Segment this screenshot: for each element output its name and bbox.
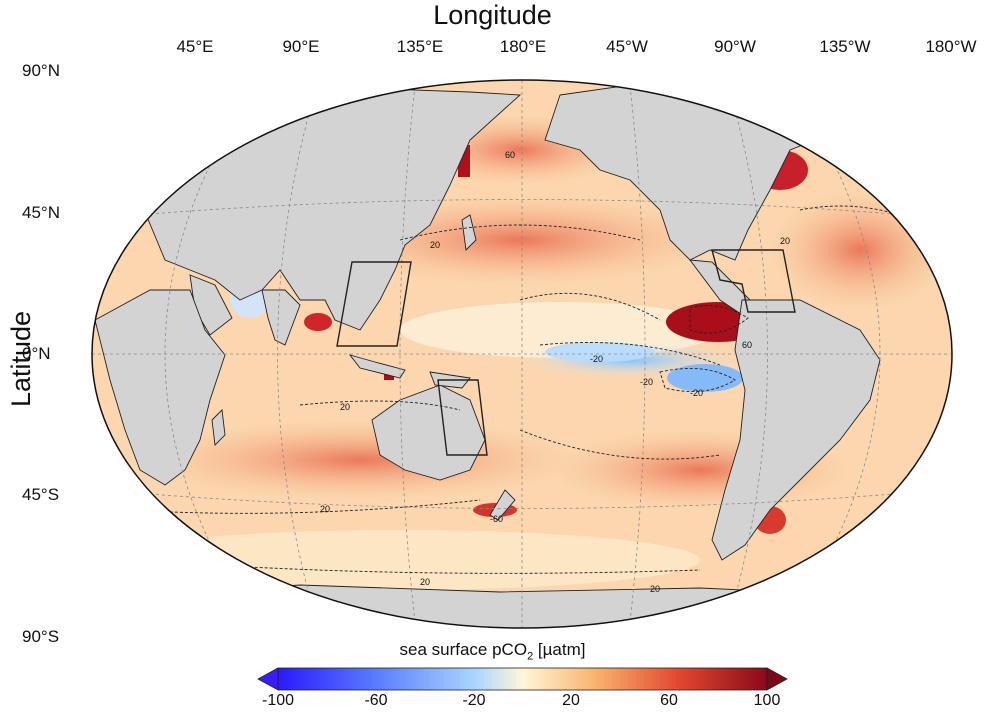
lon-tick-label: 90°E — [282, 37, 320, 56]
contour-label: 20 — [780, 236, 790, 246]
colorbar-title: sea surface pCO2 [µatm] — [399, 640, 586, 663]
lon-tick-label: 135°E — [396, 37, 444, 56]
globe-outline — [91, 79, 953, 629]
region-box-caribbean — [711, 249, 796, 313]
lon-tick-label: 180°W — [925, 37, 977, 56]
colorbar-tick-label: -20 — [462, 692, 486, 709]
contour-lines — [129, 205, 901, 574]
x-axis-title: Longitude — [433, 0, 552, 30]
lon-tick-label: 180°E — [499, 37, 547, 56]
contour-label: -20 — [640, 377, 653, 387]
contour-label: 20 — [420, 577, 430, 587]
region-box-east-china-sea — [336, 261, 412, 347]
region-box-great-barrier-reef — [437, 379, 488, 456]
lon-tick-label: 90°W — [714, 37, 756, 56]
colorbar-min-arrow — [257, 667, 279, 691]
contour-label: -20 — [690, 388, 703, 398]
contour-label: 60 — [505, 150, 515, 160]
colorbar-tick-label: 100 — [753, 692, 781, 709]
contour-label: -20 — [590, 354, 603, 364]
lon-tick-label: 45°E — [176, 37, 214, 56]
lon-tick-label: 45°W — [606, 37, 648, 56]
colorbar — [257, 667, 788, 691]
colorbar-tick-label: 60 — [660, 692, 678, 709]
colorbar-max-arrow — [766, 667, 788, 691]
contour-label: 60 — [742, 340, 752, 350]
contour-label: 20 — [320, 504, 330, 514]
contour-label: 20 — [650, 584, 660, 594]
colorbar-tick-label: -100 — [261, 692, 295, 709]
lat-tick-label: 45°S — [22, 485, 60, 504]
contour-label: -60 — [490, 514, 503, 524]
lat-tick-label: 0°N — [22, 344, 51, 363]
contour-label: 20 — [430, 240, 440, 250]
colorbar-gradient — [277, 667, 768, 691]
lat-tick-label: 90°S — [22, 627, 60, 646]
lon-tick-label: 135°W — [819, 37, 871, 56]
contour-label: 20 — [340, 402, 350, 412]
lat-tick-label: 45°N — [22, 203, 60, 222]
colorbar-tick-label: 20 — [562, 692, 580, 709]
contour-labels: 20 20 20 -20 -20 -20 60 60 -60 20 20 20 — [320, 150, 790, 594]
lat-tick-label: 90°N — [22, 61, 60, 80]
region-boxes — [336, 249, 796, 456]
colorbar-tick-label: -60 — [364, 692, 388, 709]
